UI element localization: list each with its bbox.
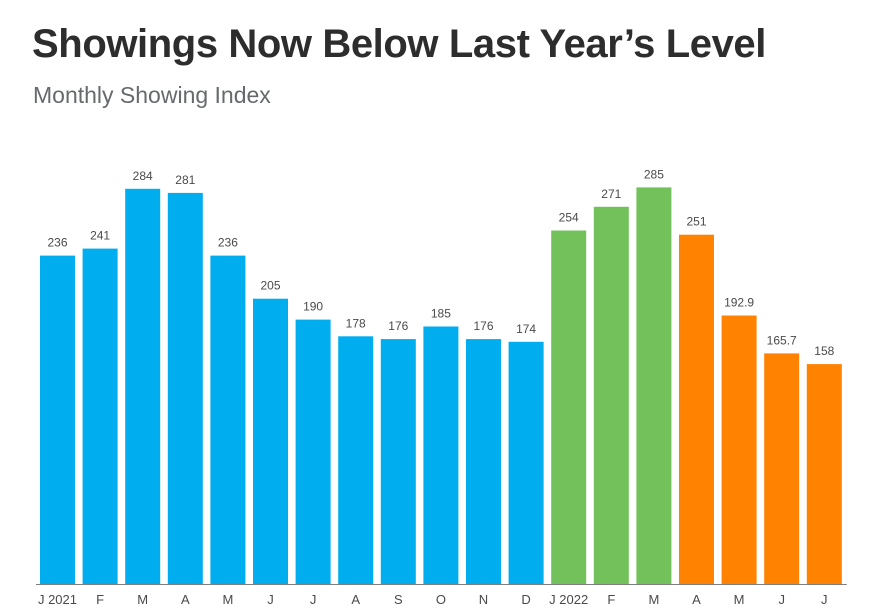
- bar-value-label: 185: [431, 307, 451, 321]
- bar-value-label: 158: [814, 344, 834, 358]
- bar: [806, 364, 842, 584]
- bar-value-label: 190: [303, 300, 323, 314]
- x-tick-label: J 2022: [549, 592, 588, 607]
- bar-value-label: 174: [516, 322, 536, 336]
- bar: [551, 230, 587, 584]
- bar-value-label: 205: [260, 279, 280, 293]
- bar: [253, 298, 288, 584]
- x-tick-label: J 2021: [38, 592, 77, 607]
- bar-value-label: 176: [388, 319, 408, 333]
- bar-value-label: 241: [90, 229, 110, 243]
- bar: [125, 188, 161, 585]
- chart-subtitle: Monthly Showing Index: [33, 82, 271, 108]
- bar-value-label: 192.9: [724, 296, 754, 310]
- bar-value-label: 284: [133, 169, 153, 183]
- x-tick-label: J: [267, 592, 274, 607]
- chart-title: Showings Now Below Last Year’s Level: [32, 22, 766, 66]
- x-tick-label: A: [351, 592, 360, 607]
- x-tick-label: O: [436, 592, 446, 607]
- x-tick-label: S: [394, 592, 403, 607]
- bar: [764, 353, 800, 584]
- bar-value-label: 254: [559, 211, 579, 225]
- x-tick-label: M: [137, 592, 148, 607]
- x-tick-label: N: [479, 592, 488, 607]
- bar-value-label: 165.7: [767, 333, 797, 347]
- x-tick-label: M: [734, 592, 745, 607]
- bar-value-label: 178: [346, 316, 366, 330]
- bar-value-label: 236: [218, 236, 238, 250]
- bar: [295, 319, 331, 584]
- x-tick-label: J: [778, 592, 785, 607]
- x-tick-label: A: [181, 592, 190, 607]
- bar: [721, 315, 757, 584]
- bar-value-label: 176: [473, 319, 493, 333]
- x-tick-label: J: [310, 592, 317, 607]
- bar-value-label: 251: [686, 215, 706, 229]
- bar: [679, 234, 714, 584]
- bar: [210, 255, 246, 584]
- bar: [466, 339, 501, 584]
- x-tick-label: A: [692, 592, 701, 607]
- x-tick-label: D: [521, 592, 530, 607]
- bar: [593, 206, 629, 585]
- x-tick-label: F: [607, 592, 615, 607]
- bar: [508, 341, 544, 584]
- bar-value-label: 236: [47, 236, 67, 250]
- bar: [40, 255, 75, 584]
- bar-value-label: 271: [601, 187, 621, 201]
- bar: [636, 187, 672, 584]
- bar-value-label: 281: [175, 173, 195, 187]
- x-tick-label: J: [821, 592, 828, 607]
- x-tick-label: M: [648, 592, 659, 607]
- x-tick-label: M: [222, 592, 233, 607]
- bar: [338, 336, 374, 584]
- bar: [380, 339, 416, 584]
- bar: [167, 192, 203, 584]
- bar: [423, 326, 459, 584]
- bar-value-label: 285: [644, 167, 664, 181]
- x-tick-label: F: [96, 592, 104, 607]
- bar: [82, 248, 118, 584]
